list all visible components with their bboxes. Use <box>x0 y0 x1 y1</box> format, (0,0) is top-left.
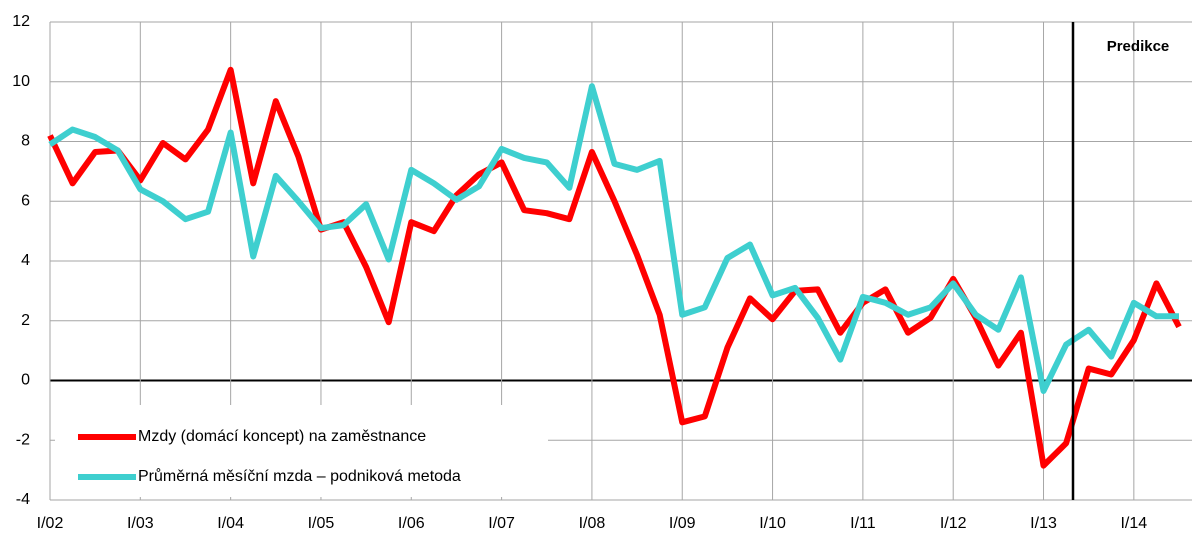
x-tick-label: I/12 <box>940 515 967 532</box>
y-tick-label: -4 <box>16 491 30 508</box>
x-tick-label: I/08 <box>579 515 606 532</box>
legend-label: Průměrná měsíční mzda – podniková metoda <box>138 467 461 485</box>
x-tick-label: I/04 <box>217 515 244 532</box>
x-tick-label: I/09 <box>669 515 696 532</box>
x-tick-label: I/06 <box>398 515 425 532</box>
series-line <box>48 83 1179 394</box>
y-tick-label: 8 <box>21 133 30 150</box>
x-tick-label: I/10 <box>759 515 786 532</box>
grid: -4 -2 0 2 4 6 8 10 12 I/02 I/03 I/04 I/05 I/06 I/07 I/0… <box>12 13 1192 532</box>
y-tick-label: 0 <box>21 372 30 389</box>
lines <box>47 66 1182 469</box>
x-tick-label: I/03 <box>127 515 154 532</box>
y-tick-label: 6 <box>21 192 30 209</box>
y-tick-label: 2 <box>21 312 30 329</box>
x-tick-label: I/13 <box>1030 515 1057 532</box>
series-line <box>47 66 1182 469</box>
x-tick-label: I/07 <box>488 515 515 532</box>
prediction-label: Predikce <box>1107 38 1170 55</box>
legend-box <box>55 405 548 497</box>
x-tick-label: I/02 <box>37 515 64 532</box>
legend: Mzdy (domácí koncept) na zaměstnance Prům… <box>55 405 548 497</box>
y-tick-label: 12 <box>12 13 30 30</box>
legend-label: Mzdy (domácí koncept) na zaměstnance <box>138 428 426 445</box>
y-tick-label: 10 <box>12 73 30 90</box>
x-tick-label: I/11 <box>850 515 876 532</box>
y-tick-label: -2 <box>16 431 30 448</box>
x-tick-label: I/05 <box>308 515 335 532</box>
x-tick-label: I/14 <box>1120 515 1147 532</box>
y-tick-label: 4 <box>21 252 30 269</box>
